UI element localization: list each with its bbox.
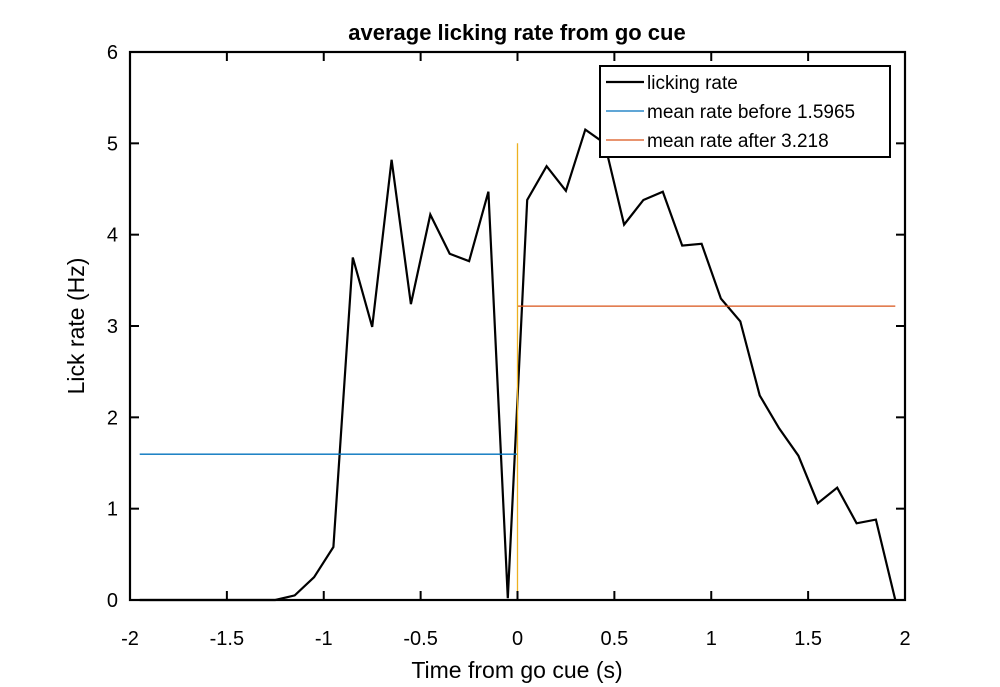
x-tick-label: 1 [706,628,717,650]
y-tick-label: 2 [107,407,118,429]
x-tick-label: -1.5 [210,628,244,650]
ticks: -2 -1.5 -1 -0.5 0 0.5 1 1.5 2 0 1 2 3 4 5 6 [107,42,911,650]
x-tick-label: 2 [899,628,910,650]
legend-entry: licking rate [647,73,738,94]
y-tick-label: 5 [107,133,118,155]
x-tick-label: 0.5 [600,628,628,650]
legend: licking rate mean rate before 1.5965 mean … [599,65,891,158]
y-tick-label: 3 [107,316,118,338]
y-tick-label: 1 [107,499,118,521]
x-tick-label: 1.5 [794,628,822,650]
y-tick-label: 0 [107,590,118,612]
y-tick-label: 4 [107,225,118,247]
y-axis-label: Lick rate (Hz) [63,258,89,395]
legend-entry: mean rate after 3.218 [647,131,829,152]
legend-entry: mean rate before 1.5965 [647,102,855,123]
x-tick-label: -2 [121,628,139,650]
legend-box [599,65,891,158]
y-tick-label: 6 [107,42,118,64]
x-tick-label: -1 [315,628,333,650]
chart-title: average licking rate from go cue [348,20,685,45]
series-lines [139,127,897,602]
x-tick-label: 0 [512,628,523,650]
x-tick-label: -0.5 [403,628,437,650]
x-axis-label: Time from go cue (s) [411,657,622,683]
